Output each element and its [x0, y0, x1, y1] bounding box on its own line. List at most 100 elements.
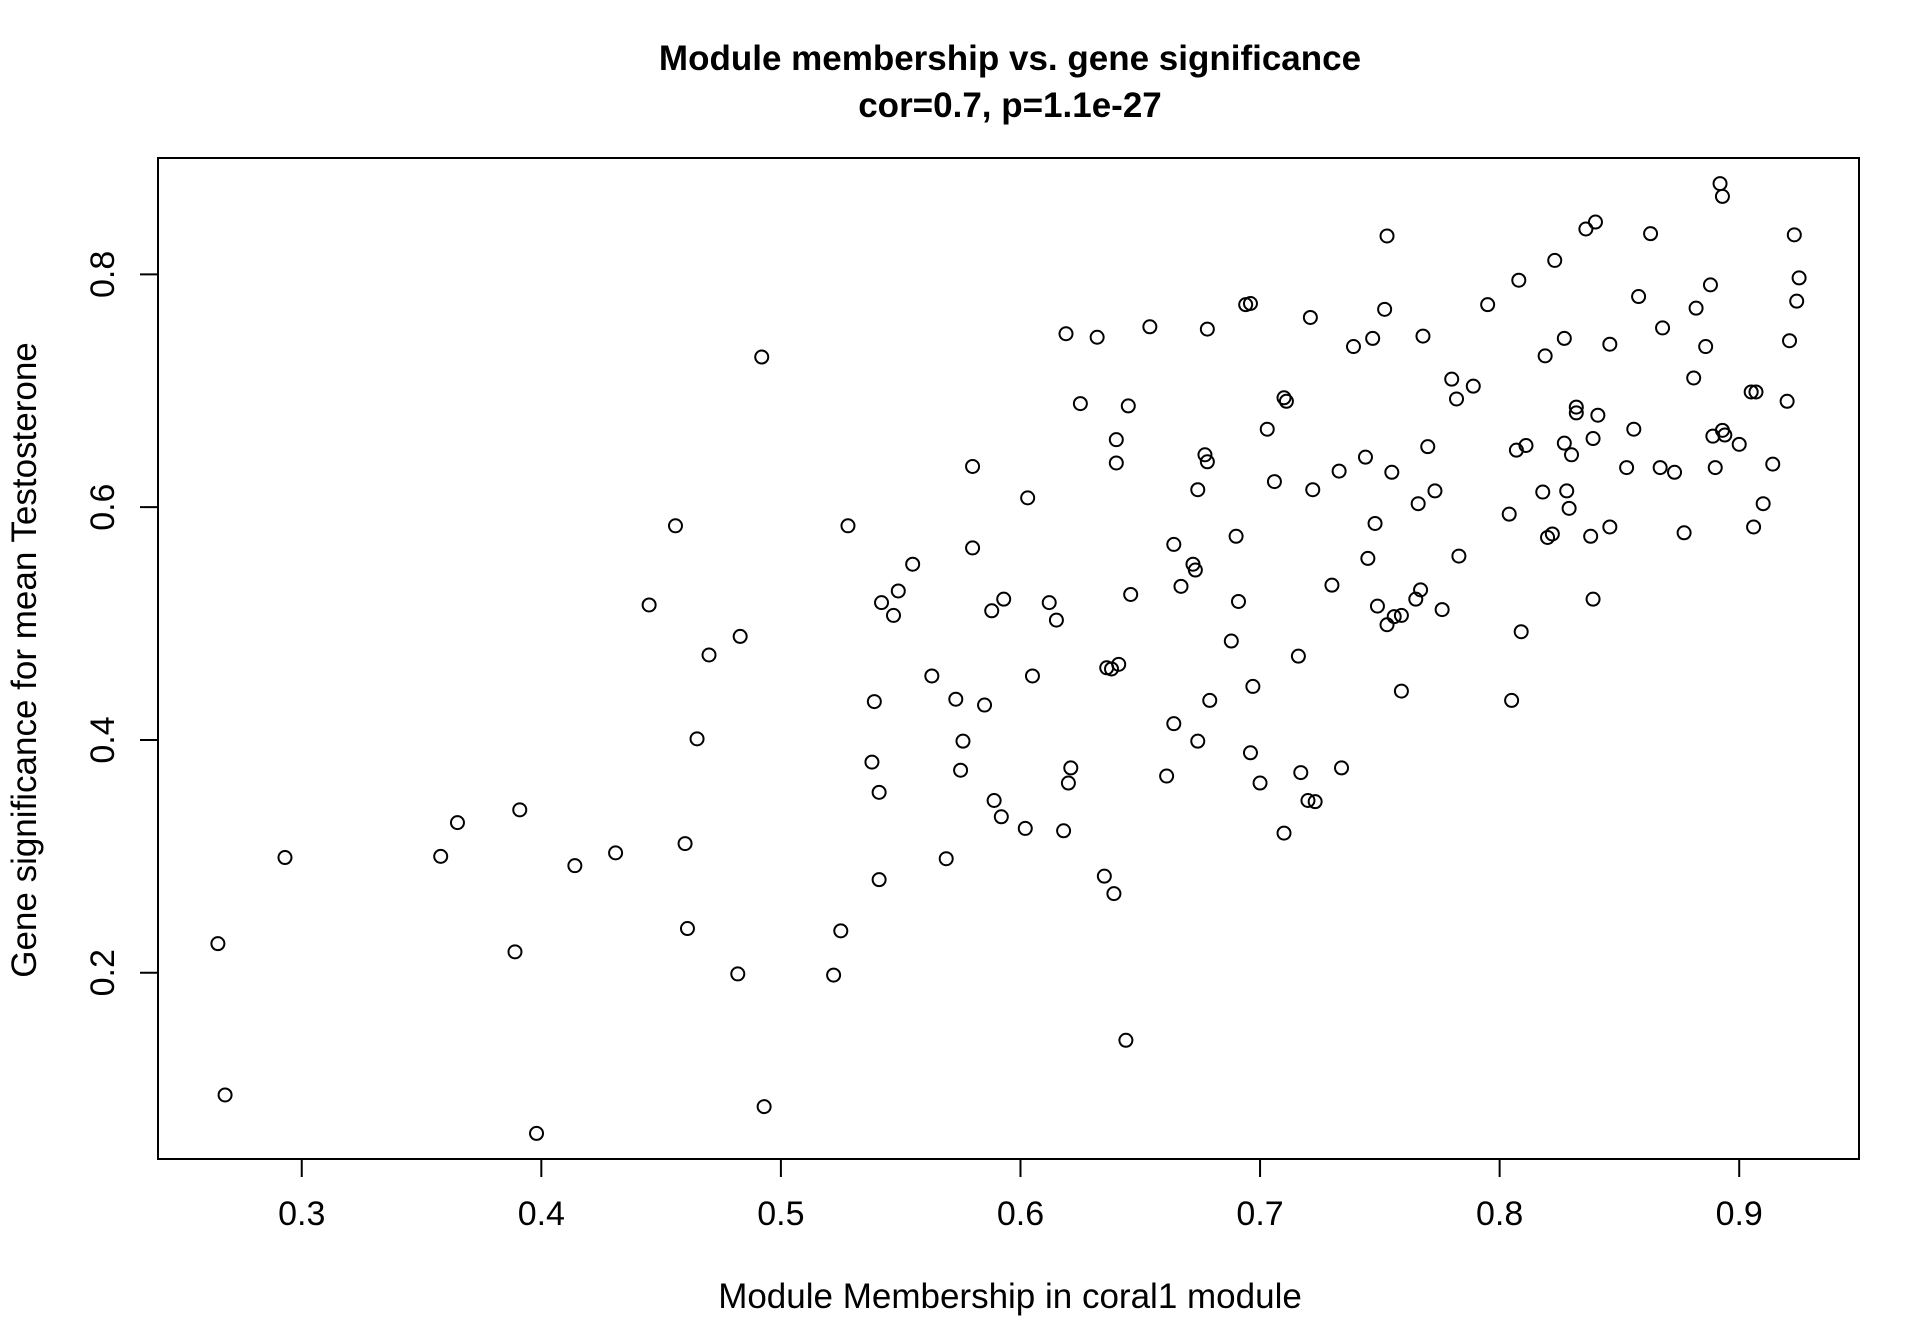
data-point: [641, 597, 657, 613]
data-point: [1427, 483, 1443, 499]
data-point: [1228, 528, 1244, 544]
data-point: [756, 1099, 772, 1115]
data-point: [953, 762, 969, 778]
chart-title: Module membership vs. gene significance: [659, 39, 1361, 78]
data-point: [1434, 602, 1450, 618]
data-point: [1705, 428, 1721, 444]
data-point: [986, 793, 1002, 809]
data-point: [1513, 624, 1529, 640]
data-point: [1590, 407, 1606, 423]
data-point: [886, 607, 902, 623]
data-point: [1187, 562, 1203, 578]
data-point: [840, 518, 856, 534]
data-point: [1667, 464, 1683, 480]
data-point: [1501, 506, 1517, 522]
data-point: [1197, 447, 1213, 463]
data-point: [1305, 482, 1321, 498]
data-point: [924, 668, 940, 684]
data-point: [1537, 348, 1553, 364]
data-point: [1278, 393, 1294, 409]
data-point: [1242, 745, 1258, 761]
data-point: [1511, 272, 1527, 288]
data-point: [1242, 295, 1258, 311]
data-point: [1393, 607, 1409, 623]
data-point: [1190, 482, 1206, 498]
data-point: [1480, 297, 1496, 313]
data-point: [1602, 336, 1618, 352]
data-point: [1564, 447, 1580, 463]
data-point: [667, 518, 683, 534]
data-point: [1120, 398, 1136, 414]
data-point: [677, 836, 693, 852]
data-point: [1276, 825, 1292, 841]
y-axis: 0.2 0.4 0.6 0.8: [84, 251, 159, 996]
data-point: [1748, 384, 1764, 400]
data-point: [679, 921, 695, 937]
data-point: [1302, 309, 1318, 325]
data-point: [1743, 384, 1759, 400]
data-point: [1676, 525, 1692, 541]
data-point: [217, 1087, 233, 1103]
x-tick-label: 0.9: [1716, 1195, 1763, 1233]
data-point: [866, 694, 882, 710]
data-point: [1556, 330, 1572, 346]
data-point: [1712, 176, 1728, 192]
data-point: [871, 784, 887, 800]
data-point: [1108, 432, 1124, 448]
data-point: [1096, 868, 1112, 884]
data-point: [1377, 301, 1393, 317]
data-point: [1379, 228, 1395, 244]
data-point: [965, 458, 981, 474]
data-point: [1252, 775, 1268, 791]
data-point: [1765, 456, 1781, 472]
data-point: [1024, 668, 1040, 684]
data-point: [1058, 326, 1074, 342]
data-point: [977, 697, 993, 713]
data-point: [1547, 252, 1563, 268]
data-point: [1056, 823, 1072, 839]
data-point: [732, 628, 748, 644]
data-point: [1334, 760, 1350, 776]
data-point: [1063, 760, 1079, 776]
data-point: [1367, 515, 1383, 531]
data-point: [1089, 329, 1105, 345]
data-point: [1369, 598, 1385, 614]
data-point: [1173, 578, 1189, 594]
data-point: [1166, 716, 1182, 732]
data-point: [1556, 435, 1572, 451]
data-point: [1688, 300, 1704, 316]
data-point: [1331, 463, 1347, 479]
data-point: [1379, 617, 1395, 633]
data-point: [1578, 221, 1594, 237]
data-point: [1652, 460, 1668, 476]
data-point: [1731, 436, 1747, 452]
data-point: [1386, 609, 1402, 625]
data-point: [1518, 437, 1534, 453]
data-point: [1655, 320, 1671, 336]
data-point: [507, 944, 523, 960]
data-point: [864, 754, 880, 770]
data-point: [1300, 793, 1316, 809]
data-point: [1420, 439, 1436, 455]
data-point: [1202, 692, 1218, 708]
data-point: [1702, 277, 1718, 293]
data-point: [1245, 678, 1261, 694]
data-point: [996, 591, 1012, 607]
data-point: [1707, 460, 1723, 476]
data-point: [890, 583, 906, 599]
y-tick-label: 0.4: [84, 716, 122, 763]
data-point: [1108, 455, 1124, 471]
x-axis-label: Module Membership in coral1 module: [718, 1277, 1302, 1316]
data-point: [1465, 378, 1481, 394]
data-point: [449, 815, 465, 831]
data-point: [1118, 1032, 1134, 1048]
data-point: [1190, 733, 1206, 749]
x-tick-label: 0.5: [757, 1195, 804, 1233]
data-point: [512, 802, 528, 818]
data-point: [826, 967, 842, 983]
data-point: [1561, 500, 1577, 516]
data-point: [1444, 371, 1460, 387]
data-point: [1384, 464, 1400, 480]
data-point: [1060, 775, 1076, 791]
